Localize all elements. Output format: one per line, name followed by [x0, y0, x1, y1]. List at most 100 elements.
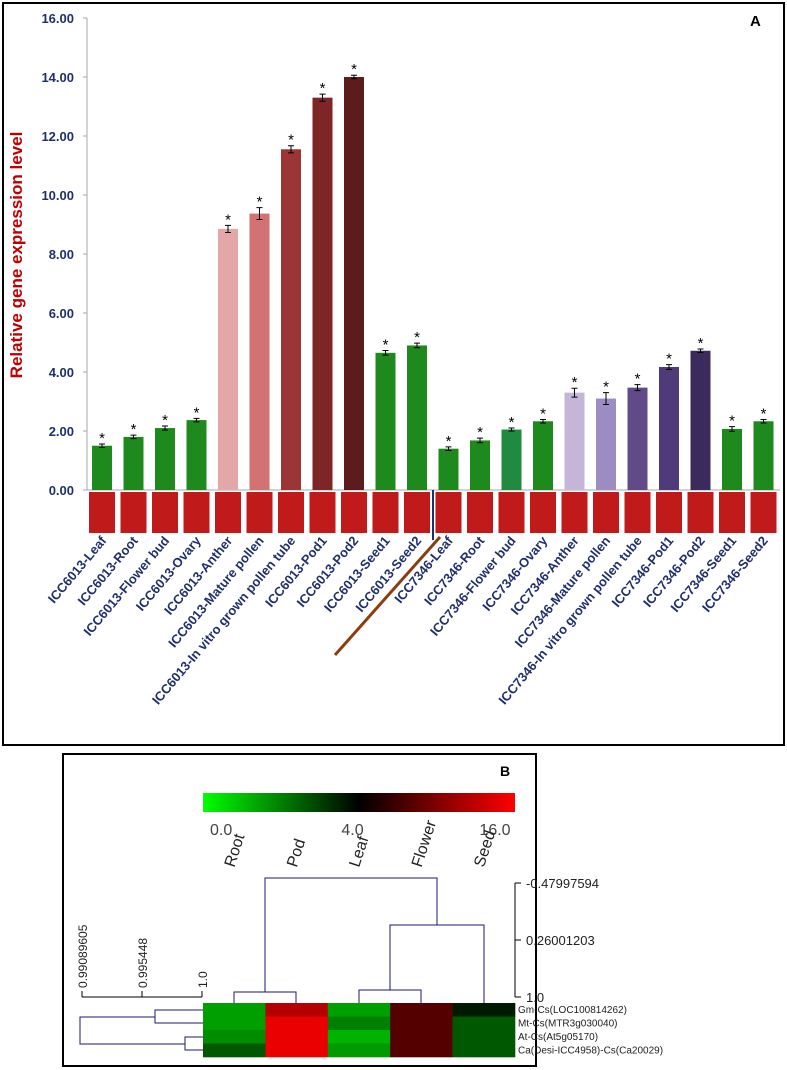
panel-a-frame [2, 2, 785, 746]
heatmap-cell [265, 1043, 329, 1058]
error-bar [256, 207, 263, 220]
significance-mark: * [761, 405, 767, 422]
colorbar-tick-label: 16.0 [479, 822, 510, 839]
significance-mark: * [729, 413, 735, 430]
significance-mark: * [257, 194, 263, 211]
thumbnail [278, 492, 304, 533]
thumbnail [89, 492, 115, 533]
column-dendrogram [233, 877, 485, 1003]
error-bar [414, 342, 420, 349]
heatmap-cell [203, 1043, 266, 1058]
row-label: At-Cs(At5g05170) [518, 1032, 598, 1043]
error-bar [571, 387, 578, 398]
row-dendrogram [79, 1009, 203, 1051]
error-bar [99, 443, 105, 449]
bar [375, 352, 396, 490]
scale-tick-label: 0.995448 [136, 938, 150, 988]
colorbar-tick-label: 0.0 [210, 822, 232, 839]
thumbnail [530, 492, 556, 533]
thumbnail [561, 492, 588, 533]
error-bar [162, 425, 168, 431]
error-bar [729, 426, 735, 432]
error-bar [666, 364, 672, 370]
error-bar [477, 437, 483, 444]
bar [218, 228, 238, 491]
significance-mark: * [635, 371, 641, 388]
heatmap-cell [265, 1003, 329, 1017]
bar [596, 398, 616, 490]
bar [564, 392, 585, 490]
bar [438, 448, 459, 490]
column-label: Seed [471, 828, 499, 869]
bar [722, 428, 742, 490]
heatmap-cell [265, 1016, 329, 1031]
thumbnail [309, 492, 336, 533]
heatmap-cell [390, 1030, 453, 1044]
thumbnail [246, 492, 273, 533]
heatmap-cell [452, 1003, 516, 1017]
colorbar-tick-label: 4.0 [341, 822, 363, 839]
thumbnail [183, 492, 210, 533]
significance-mark: * [351, 61, 357, 78]
error-bar [697, 348, 704, 354]
heatmap-cell [390, 1016, 453, 1031]
error-bar [319, 93, 326, 102]
bar [753, 421, 774, 490]
error-bar [760, 418, 767, 424]
significance-mark: * [131, 421, 137, 438]
heatmap-cell [265, 1030, 329, 1044]
y-tick-label: 4.00 [49, 365, 74, 380]
heatmap-cell [327, 1003, 391, 1017]
error-bar [225, 224, 231, 233]
thumbnail [341, 492, 367, 533]
scale-tick-label: 0.26001203 [526, 933, 595, 948]
heatmap-cell [327, 1016, 391, 1031]
thumbnail [467, 492, 493, 533]
error-bar [445, 446, 452, 451]
separator-diagonal [333, 536, 442, 656]
panel-label: A [750, 13, 761, 30]
heatmap-cell [203, 1016, 266, 1031]
y-tick-label: 2.00 [49, 424, 74, 439]
error-bar [634, 384, 641, 392]
significance-mark: * [446, 433, 452, 450]
error-bar [603, 392, 609, 405]
column-label: Flower [409, 818, 440, 870]
error-bar [508, 427, 515, 432]
significance-mark: * [540, 405, 546, 422]
thumbnail [687, 492, 714, 533]
heatmap-cell [203, 1003, 266, 1017]
column-label: Pod [284, 837, 309, 869]
heatmap-cell [327, 1043, 391, 1058]
heatmap-cell [452, 1043, 516, 1058]
error-bar [288, 145, 294, 154]
heatmap-cell [327, 1030, 391, 1044]
y-tick-label: 14.00 [41, 70, 74, 85]
scale-tick-label: 1.0 [196, 971, 210, 988]
significance-mark: * [572, 374, 578, 391]
significance-mark: * [414, 329, 420, 346]
thumbnail [750, 492, 777, 533]
significance-mark: * [288, 132, 294, 149]
panel-b-frame [62, 753, 537, 1067]
thumbnail [215, 492, 241, 533]
significance-mark: * [162, 412, 168, 429]
heatmap-cell [390, 1003, 453, 1017]
y-tick-label: 16.00 [41, 11, 74, 26]
significance-mark: * [698, 335, 704, 352]
heatmap-cell [203, 1030, 266, 1044]
error-bar [130, 434, 137, 440]
error-bar [540, 418, 546, 424]
thumbnail [498, 492, 525, 533]
thumbnail [656, 492, 682, 533]
scale-tick-label: 0.99089605 [76, 924, 90, 988]
bar [92, 445, 112, 490]
thumbnail [593, 492, 619, 533]
significance-mark: * [225, 211, 231, 228]
bar [407, 345, 427, 490]
column-label: Leaf [347, 834, 373, 869]
scale-tick-label: 1.0 [526, 990, 544, 1005]
y-tick-label: 10.00 [41, 188, 74, 203]
significance-mark: * [194, 404, 200, 421]
